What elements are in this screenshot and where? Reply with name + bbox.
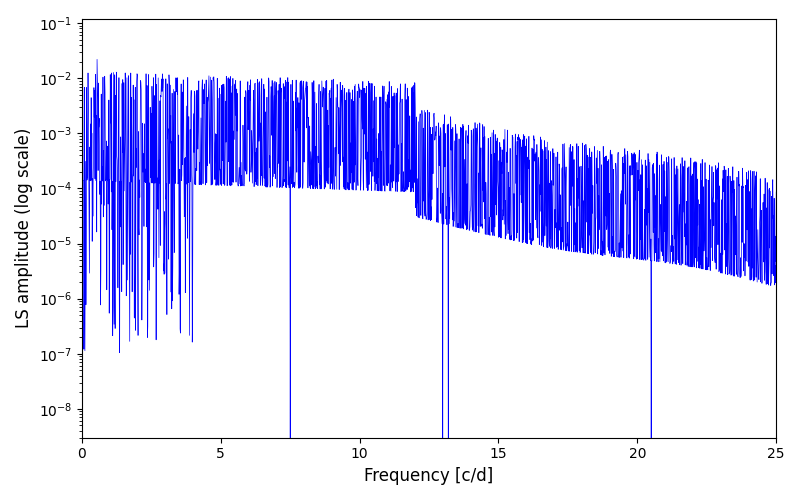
Y-axis label: LS amplitude (log scale): LS amplitude (log scale) (15, 128, 33, 328)
X-axis label: Frequency [c/d]: Frequency [c/d] (364, 467, 494, 485)
